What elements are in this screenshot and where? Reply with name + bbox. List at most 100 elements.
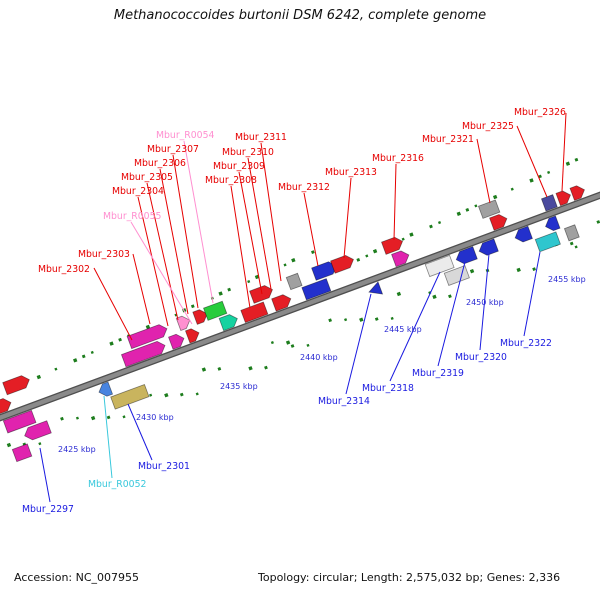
gene-glyph[interactable]	[184, 327, 201, 344]
feature-tick	[90, 415, 96, 421]
feature-tick	[73, 358, 78, 363]
gene-label[interactable]: Mbur_R0055	[103, 211, 161, 222]
gene-glyph[interactable]	[2, 409, 37, 434]
gene-glyph[interactable]	[477, 238, 499, 257]
label-leader-line	[146, 182, 179, 321]
gene-glyph[interactable]	[249, 283, 275, 304]
gene-label[interactable]: Mbur_2319	[412, 368, 464, 379]
gene-glyph[interactable]	[97, 381, 114, 398]
feature-tick	[474, 204, 478, 208]
gene-label[interactable]: Mbur_2297	[22, 504, 74, 515]
feature-tick	[465, 208, 470, 212]
label-leader-line	[561, 112, 567, 192]
label-leader-line	[516, 125, 548, 198]
feature-tick	[432, 294, 437, 300]
gene-glyph[interactable]	[477, 199, 501, 219]
gene-glyph[interactable]	[192, 308, 210, 325]
gene-label[interactable]: Mbur_2316	[372, 153, 424, 164]
label-leader-line	[247, 157, 272, 290]
status-bar: Accession: NC_007955 Topology: circular;…	[0, 571, 600, 593]
gene-glyph[interactable]	[2, 374, 32, 396]
gene-label[interactable]: Mbur_2321	[422, 134, 474, 145]
feature-tick	[218, 291, 223, 296]
feature-tick	[396, 291, 402, 297]
feature-tick	[328, 318, 332, 323]
feature-tick	[469, 268, 475, 274]
gene-glyph[interactable]	[563, 224, 580, 242]
gene-glyph[interactable]	[120, 339, 167, 368]
feature-tick	[118, 337, 122, 342]
gene-label[interactable]: Mbur_R0054	[156, 130, 214, 141]
gene-label[interactable]: Mbur_2305	[121, 172, 173, 183]
gene-glyph[interactable]	[126, 323, 169, 350]
gene-glyph[interactable]	[271, 293, 293, 312]
gene-label[interactable]: Mbur_2306	[134, 158, 186, 169]
gene-label[interactable]: Mbur_2301	[138, 461, 190, 472]
gene-label[interactable]: Mbur_2304	[112, 186, 164, 197]
gene-label[interactable]: Mbur_2302	[38, 264, 90, 275]
gene-label[interactable]: Mbur_2318	[362, 383, 414, 394]
gene-label[interactable]: Mbur_2314	[318, 396, 370, 407]
feature-tick	[456, 211, 461, 216]
gene-glyph[interactable]	[534, 231, 561, 253]
feature-tick	[492, 194, 498, 200]
feature-tick	[217, 366, 222, 371]
gene-glyph[interactable]	[240, 301, 269, 324]
gene-glyph[interactable]	[555, 189, 573, 207]
gene-glyph[interactable]	[367, 281, 384, 298]
gene-label[interactable]: Mbur_2307	[147, 144, 199, 155]
leaders-layer	[39, 112, 567, 503]
gene-glyph[interactable]	[424, 254, 455, 278]
gene-glyph[interactable]	[110, 383, 150, 410]
gene-glyph[interactable]	[489, 212, 510, 231]
genes-layer	[0, 184, 587, 463]
backbone-layer	[0, 191, 600, 422]
gene-label[interactable]: Mbur_2311	[235, 132, 287, 143]
gene-glyph[interactable]	[0, 396, 13, 414]
feature-tick	[285, 340, 291, 345]
scale-label: 2445 kbp	[384, 325, 422, 334]
gene-glyph[interactable]	[301, 278, 332, 301]
gene-glyph[interactable]	[22, 420, 52, 442]
scale-label: 2440 kbp	[300, 353, 338, 362]
feature-tick	[532, 267, 536, 272]
ticks-layer	[6, 157, 600, 448]
gene-label[interactable]: Mbur_2309	[213, 161, 265, 172]
gene-glyph[interactable]	[330, 253, 356, 274]
gene-label[interactable]: Mbur_2320	[455, 352, 507, 363]
feature-tick	[195, 392, 199, 396]
gene-glyph[interactable]	[454, 246, 478, 266]
feature-tick	[374, 317, 379, 321]
gene-glyph[interactable]	[218, 313, 239, 332]
gene-glyph[interactable]	[391, 249, 412, 268]
gene-glyph[interactable]	[285, 272, 303, 291]
label-leader-line	[130, 221, 193, 325]
label-leader-line	[260, 142, 282, 282]
feature-tick	[516, 267, 521, 273]
gene-glyph[interactable]	[11, 443, 33, 463]
gene-label[interactable]: Mbur_2313	[325, 167, 377, 178]
gene-glyph[interactable]	[569, 184, 587, 201]
gene-glyph[interactable]	[168, 332, 187, 350]
feature-tick	[90, 350, 94, 354]
gene-glyph[interactable]	[513, 225, 533, 244]
gene-label[interactable]: Mbur_2322	[500, 338, 552, 349]
gene-label[interactable]: Mbur_2308	[205, 175, 257, 186]
gene-label[interactable]: Mbur_2326	[514, 107, 566, 118]
gene-label[interactable]: Mbur_2310	[222, 147, 274, 158]
label-leader-line	[393, 163, 397, 241]
gene-glyph[interactable]	[381, 235, 405, 255]
label-leader-line	[479, 253, 490, 351]
gene-label[interactable]: Mbur_2325	[462, 121, 514, 132]
gene-glyph[interactable]	[543, 215, 561, 233]
gene-label[interactable]: Mbur_2312	[278, 182, 330, 193]
scale-label: 2430 kbp	[136, 413, 174, 422]
gene-label[interactable]: Mbur_2303	[78, 249, 130, 260]
feature-tick	[54, 367, 58, 371]
gene-label[interactable]: Mbur_R0052	[88, 479, 146, 490]
gene-glyph[interactable]	[175, 314, 192, 331]
feature-tick	[75, 416, 79, 420]
gene-glyph[interactable]	[203, 300, 228, 321]
scale-label: 2435 kbp	[220, 382, 258, 391]
